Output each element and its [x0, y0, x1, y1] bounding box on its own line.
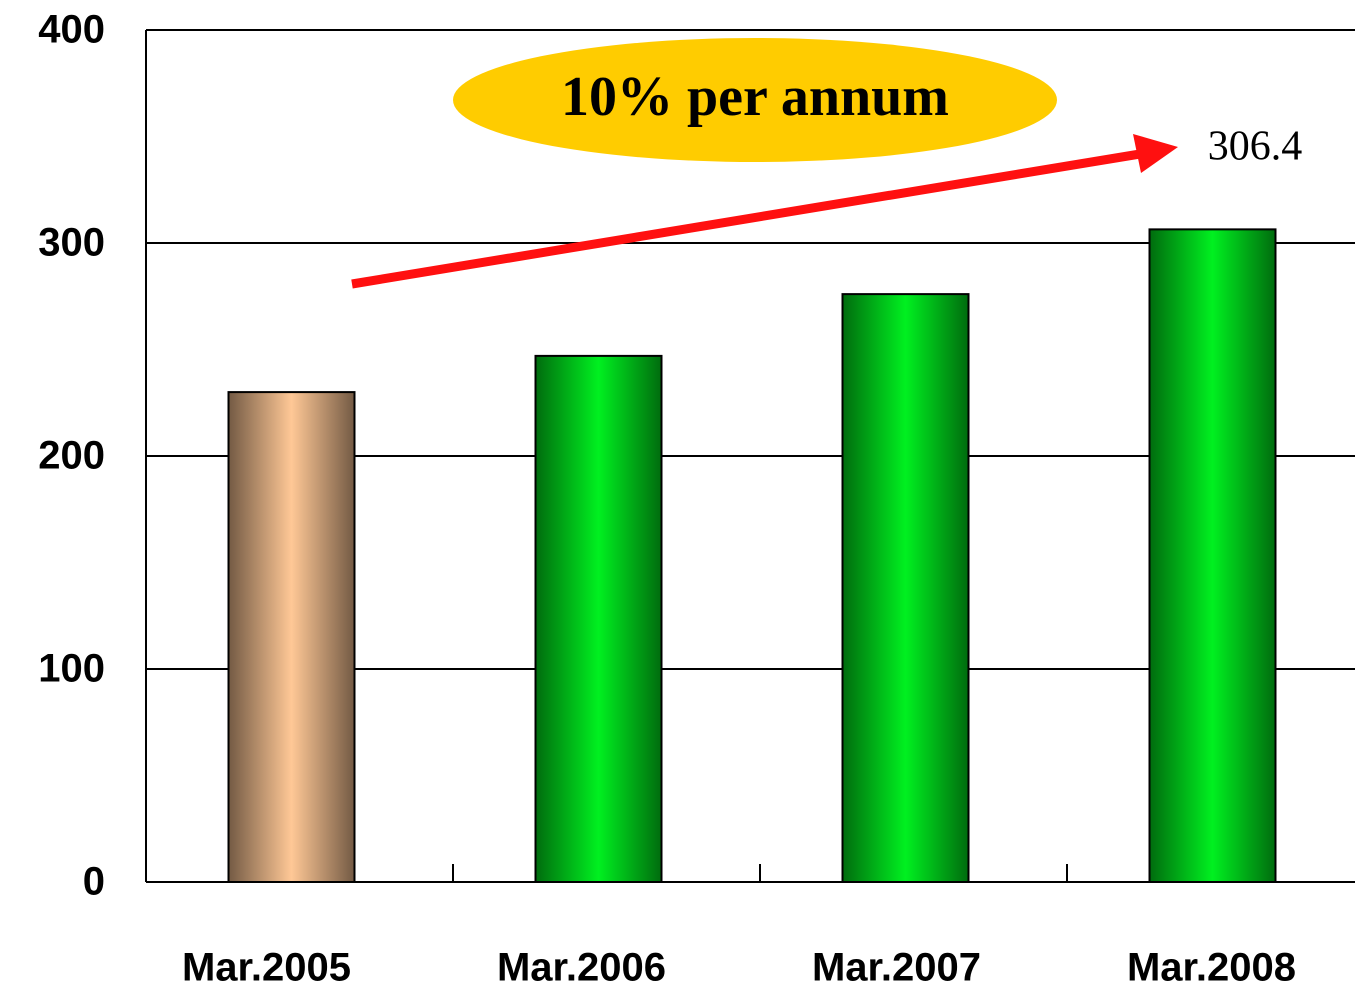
y-tick-label: 200: [38, 434, 105, 478]
y-tick-label: 400: [38, 8, 105, 52]
bar: [534, 354, 663, 883]
y-tick-label: 300: [38, 221, 105, 265]
annotation-ellipse: [453, 38, 1057, 162]
bar: [1148, 228, 1277, 884]
x-tick-label: Mar.2008: [1127, 946, 1296, 990]
y-tick-label: 100: [38, 647, 105, 691]
trend-arrow: [351, 149, 1141, 289]
x-tick-label: Mar.2007: [812, 946, 981, 990]
bar: [227, 391, 356, 883]
bar: [841, 293, 970, 883]
trend-arrowhead: [1133, 134, 1178, 173]
value-label: 306.4: [1208, 124, 1303, 170]
annotation: 10% per annum: [561, 66, 949, 128]
x-tick-label: Mar.2006: [497, 946, 666, 990]
y-tick-label: 0: [83, 860, 105, 904]
x-tick-label: Mar.2005: [182, 946, 351, 990]
